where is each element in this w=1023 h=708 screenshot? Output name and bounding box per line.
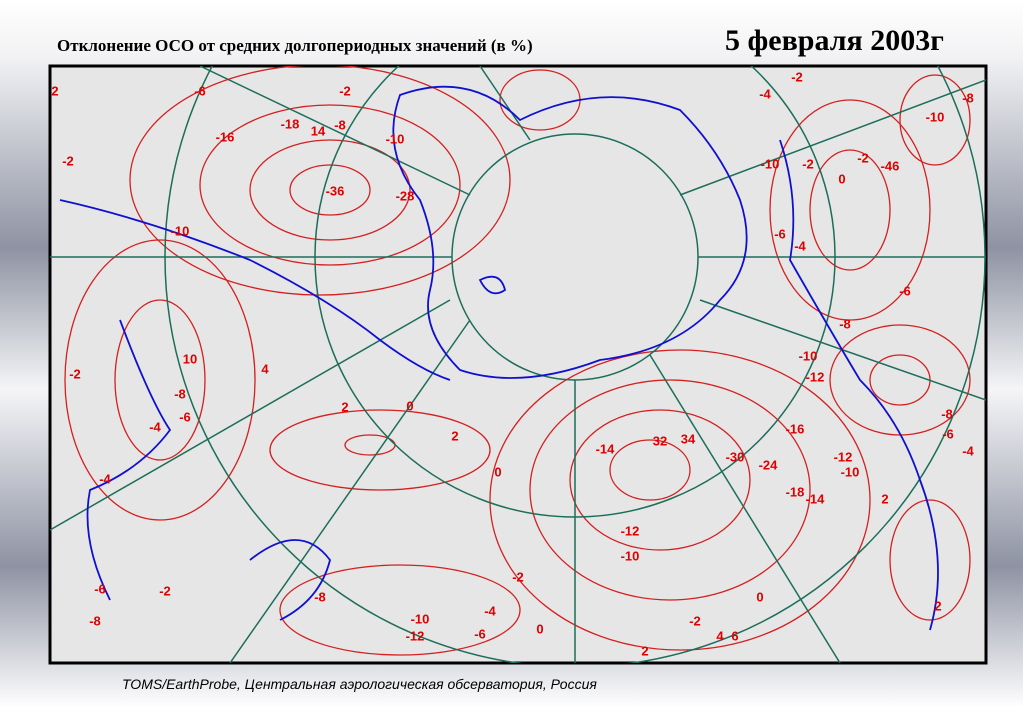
- contour-label: 34: [681, 431, 696, 446]
- contour-label: -4: [99, 471, 111, 486]
- contour-label: -8: [314, 589, 326, 604]
- contour-label: 0: [494, 464, 501, 479]
- contour-label: -10: [926, 109, 945, 124]
- contour-label: 2: [641, 643, 648, 658]
- contour-label: 4: [716, 628, 724, 643]
- contour-label: -10: [171, 223, 190, 238]
- contour-label: -8: [839, 316, 851, 331]
- contour-labels: -6 -2 2 -2 -16 -18 14 -8 -10 -36 -28 -10 -2 10 4 -8 -6 -4…: [51, 69, 974, 658]
- contour-label: 0: [756, 589, 763, 604]
- contour-label: -4: [149, 419, 161, 434]
- contour-label: -6: [942, 426, 954, 441]
- contours: [50, 66, 986, 663]
- contour-label: 10: [183, 351, 197, 366]
- contour-label: -6: [194, 83, 206, 98]
- contour-label: -2: [512, 569, 524, 584]
- contour-label: -46: [881, 158, 900, 173]
- contour-label: -6: [94, 581, 106, 596]
- contour-label: -6: [179, 409, 191, 424]
- contour-label: 14: [311, 123, 326, 138]
- contour-label: 2: [341, 399, 348, 414]
- contour-label: -36: [326, 183, 345, 198]
- contour-label: 4: [261, 361, 269, 376]
- contour-label: 2: [881, 491, 888, 506]
- contour-label: 2: [51, 83, 58, 98]
- contour-label: -4: [484, 603, 496, 618]
- contour-label: -2: [802, 156, 814, 171]
- contour-label: -10: [799, 348, 818, 363]
- contour-label: -6: [774, 226, 786, 241]
- contour-label: -6: [899, 283, 911, 298]
- contour-label: -4: [962, 443, 974, 458]
- contour-label: -12: [834, 449, 853, 464]
- contour-label: -14: [806, 491, 826, 506]
- source: TOMS/EarthProbe, Центральная аэрологичес…: [122, 676, 597, 692]
- contour-label: -2: [159, 583, 171, 598]
- contour-label: -4: [794, 238, 806, 253]
- contour-label: -10: [841, 464, 860, 479]
- contour-label: -2: [857, 150, 869, 165]
- contour-label: -8: [962, 90, 974, 105]
- contour-label: -8: [89, 613, 101, 628]
- contour-label: -18: [281, 116, 300, 131]
- contour-label: -28: [396, 188, 415, 203]
- contour-label: -8: [174, 386, 186, 401]
- contour-label: -12: [806, 369, 825, 384]
- ozone-map: -6 -2 2 -2 -16 -18 14 -8 -10 -36 -28 -10 -2 10 4 -8 -6 -4…: [48, 64, 988, 665]
- contour-label: -10: [386, 131, 405, 146]
- contour-label: -14: [596, 441, 616, 456]
- contour-label: -2: [689, 613, 701, 628]
- contour-label: -10: [761, 156, 780, 171]
- map-frame: [48, 64, 988, 665]
- contour-label: -2: [791, 69, 803, 84]
- contour-label: 32: [653, 433, 667, 448]
- contour-label: -6: [474, 626, 486, 641]
- contour-label: 0: [536, 621, 543, 636]
- contour-label: -30: [726, 449, 745, 464]
- contour-label: -12: [406, 628, 425, 643]
- contour-label: -8: [941, 406, 953, 421]
- contour-label: -2: [69, 366, 81, 381]
- contour-label: -2: [339, 83, 351, 98]
- contour-label: -4: [759, 86, 771, 101]
- title: Отклонение ОСО от средних долгопериодных…: [57, 36, 533, 55]
- contour-label: 0: [406, 398, 413, 413]
- contour-label: -2: [62, 153, 74, 168]
- date: 5 февраля 2003г: [725, 24, 944, 57]
- contour-label: 2: [451, 428, 458, 443]
- contour-label: -18: [786, 484, 805, 499]
- contour-label: 2: [934, 598, 941, 613]
- contour-label: 0: [838, 171, 845, 186]
- contour-label: 6: [731, 628, 738, 643]
- contour-label: -16: [786, 421, 805, 436]
- contour-label: -16: [216, 129, 235, 144]
- contour-label: -24: [759, 457, 779, 472]
- contour-label: -8: [334, 117, 346, 132]
- contour-label: -12: [621, 523, 640, 538]
- contour-label: -10: [621, 548, 640, 563]
- contour-label: -10: [411, 611, 430, 626]
